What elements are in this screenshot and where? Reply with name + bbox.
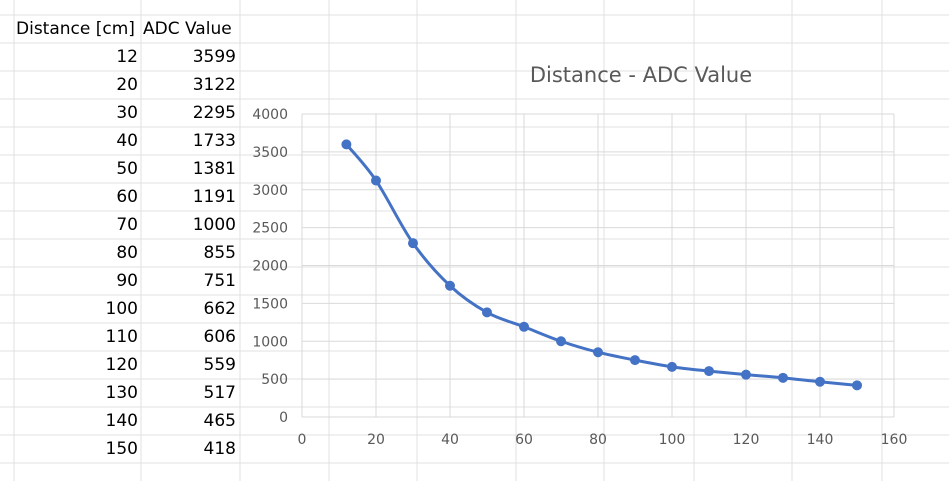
data-point[interactable] [741, 369, 751, 380]
x-tick-label: 160 [881, 432, 908, 448]
cell-adc-value[interactable]: 517 [203, 383, 236, 403]
cell-distance[interactable]: 50 [116, 159, 138, 179]
data-point[interactable] [519, 321, 529, 332]
data-point[interactable] [482, 307, 492, 318]
x-tick-label: 80 [589, 432, 607, 448]
data-point[interactable] [445, 280, 455, 291]
data-point[interactable] [630, 355, 640, 366]
x-tick-label: 60 [515, 432, 533, 448]
data-point[interactable] [556, 336, 566, 347]
cell-distance[interactable]: 60 [116, 187, 138, 207]
cell-distance[interactable]: 90 [116, 271, 138, 291]
x-axis-ticks: 0 20 40 60 80 100 120 140 160 [298, 432, 908, 448]
cell-adc-value[interactable]: 1191 [192, 187, 236, 207]
cell-adc-value[interactable]: 3122 [192, 75, 236, 95]
cell-distance[interactable]: 40 [116, 131, 138, 151]
cell-distance[interactable]: 140 [105, 411, 138, 431]
header-adc-value[interactable]: ADC Value [143, 19, 232, 39]
cell-distance[interactable]: 150 [105, 439, 138, 459]
cell-distance[interactable]: 110 [105, 327, 138, 347]
cell-adc-value[interactable]: 606 [203, 327, 236, 347]
x-tick-label: 100 [659, 432, 686, 448]
y-tick-label: 1500 [252, 296, 288, 312]
x-tick-label: 140 [807, 432, 834, 448]
y-tick-label: 500 [261, 372, 288, 388]
data-point[interactable] [341, 139, 352, 150]
data-point[interactable] [852, 380, 862, 391]
cell-distance[interactable]: 12 [116, 47, 138, 67]
cell-distance[interactable]: 20 [116, 75, 138, 95]
cell-adc-value[interactable]: 751 [203, 271, 236, 291]
cell-adc-value[interactable]: 2295 [192, 103, 236, 123]
cell-adc-value[interactable]: 662 [203, 299, 236, 319]
cell-adc-value[interactable]: 1000 [192, 215, 236, 235]
y-tick-label: 2500 [252, 221, 288, 237]
cell-adc-value[interactable]: 559 [203, 355, 236, 375]
cell-distance[interactable]: 130 [105, 383, 138, 403]
data-point[interactable] [778, 372, 788, 383]
cell-distance[interactable]: 100 [105, 299, 138, 319]
cell-adc-value[interactable]: 855 [203, 243, 236, 263]
y-tick-label: 2000 [252, 259, 288, 275]
chart-title: Distance - ADC Value [530, 63, 752, 87]
data-point[interactable] [815, 376, 825, 387]
header-distance[interactable]: Distance [cm] [16, 19, 135, 39]
y-tick-label: 4000 [252, 107, 288, 123]
cell-adc-value[interactable]: 1381 [192, 159, 236, 179]
plot-gridlines [301, 113, 895, 418]
x-tick-label: 120 [733, 432, 760, 448]
x-tick-label: 20 [367, 432, 385, 448]
series-points [341, 139, 862, 391]
cell-adc-value[interactable]: 418 [203, 439, 236, 459]
data-point[interactable] [593, 347, 603, 358]
cell-distance[interactable]: 30 [116, 103, 138, 123]
cell-distance[interactable]: 70 [116, 215, 138, 235]
cell-adc-value[interactable]: 3599 [192, 47, 236, 67]
data-point[interactable] [704, 366, 714, 377]
y-tick-label: 0 [279, 410, 288, 426]
data-point[interactable] [667, 361, 677, 372]
x-tick-label: 40 [441, 432, 459, 448]
y-tick-label: 3000 [252, 183, 288, 199]
x-tick-label: 0 [298, 432, 307, 448]
cell-adc-value[interactable]: 465 [203, 411, 236, 431]
y-tick-label: 3500 [252, 145, 288, 161]
data-point[interactable] [408, 238, 418, 249]
cell-distance[interactable]: 80 [116, 243, 138, 263]
y-axis-ticks: 0 500 1000 1500 2000 2500 3000 3500 4000 [252, 107, 288, 426]
cell-distance[interactable]: 120 [105, 355, 138, 375]
data-point[interactable] [371, 175, 381, 186]
cell-adc-value[interactable]: 1733 [192, 131, 236, 151]
y-tick-label: 1000 [252, 334, 288, 350]
